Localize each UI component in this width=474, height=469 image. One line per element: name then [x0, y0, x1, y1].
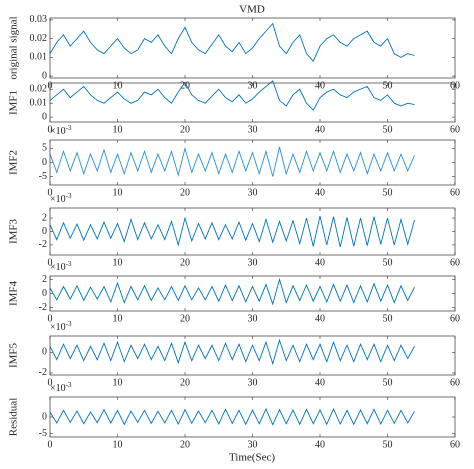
y-tick-label: 0	[42, 347, 47, 358]
y-axis-label: IMF1	[8, 90, 20, 115]
axis-multiplier: ×10-3	[50, 124, 72, 138]
y-tick-label: 2	[42, 274, 47, 285]
x-tick-label: 20	[180, 187, 190, 198]
y-tick-label: 0	[42, 411, 47, 422]
x-tick-label: 50	[383, 187, 393, 198]
multiplier-base: ×10	[50, 126, 66, 137]
y-tick-label: 0.03	[30, 14, 48, 25]
x-tick-label: 10	[113, 257, 123, 268]
axis-multiplier: ×10-3	[50, 192, 72, 206]
signal-line	[49, 407, 415, 426]
y-tick-label: -2	[39, 239, 47, 250]
x-tick-label: 0	[48, 124, 53, 135]
x-tick-label: 40	[315, 257, 325, 268]
x-tick-label: 0	[48, 313, 53, 324]
y-axis-label: IMF2	[8, 150, 20, 175]
x-tick-label: 40	[315, 377, 325, 388]
x-tick-label: 10	[113, 187, 123, 198]
y-tick-label: 0.02	[30, 84, 48, 95]
multiplier-base: ×10	[50, 194, 66, 205]
x-tick-label: 30	[248, 124, 258, 135]
y-axis-label: IMF3	[8, 218, 20, 244]
x-tick-label: 10	[113, 439, 123, 450]
x-tick-label: 20	[180, 377, 190, 388]
x-tick-label: 20	[180, 257, 190, 268]
x-tick-label: 30	[248, 187, 258, 198]
x-tick-label: 50	[383, 377, 393, 388]
x-tick-label: 0	[48, 257, 53, 268]
y-axis-label: IMF4	[8, 280, 20, 306]
multiplier-power: -3	[66, 260, 72, 268]
x-tick-label: 10	[113, 377, 123, 388]
y-tick-label: -2	[39, 367, 47, 378]
x-tick-label: 40	[315, 187, 325, 198]
x-tick-label: 20	[180, 439, 190, 450]
multiplier-power: -3	[66, 124, 72, 132]
x-tick-label: 40	[315, 124, 325, 135]
x-tick-label: 50	[383, 257, 393, 268]
signal-line	[49, 215, 415, 248]
y-axis-label: Residual	[8, 398, 20, 437]
x-tick-label: 60	[450, 124, 460, 135]
x-tick-label: 20	[180, 313, 190, 324]
y-tick-label: 0	[42, 111, 47, 122]
x-tick-label: 60	[450, 187, 460, 198]
y-tick-label: 0.02	[30, 33, 48, 44]
x-tick-label: 30	[248, 313, 258, 324]
x-tick-label: 60	[450, 257, 460, 268]
y-tick-label: 0.01	[30, 97, 48, 108]
x-tick-label: 50	[383, 313, 393, 324]
x-tick-label: 60	[450, 377, 460, 388]
axis-multiplier: ×10-3	[50, 381, 72, 395]
x-tick-label: 0	[48, 439, 53, 450]
y-tick-label: 0	[42, 226, 47, 237]
signal-line	[49, 22, 415, 62]
y-axis-label: original signal	[8, 16, 20, 79]
multiplier-power: -3	[66, 320, 72, 328]
signal-line	[49, 338, 415, 366]
x-tick-label: 50	[383, 124, 393, 135]
x-tick-label: 60	[450, 313, 460, 324]
axis-multiplier: ×10-3	[50, 320, 72, 334]
signal-line	[49, 277, 415, 306]
x-tick-label: 20	[180, 124, 190, 135]
y-tick-label: 0	[42, 70, 47, 81]
x-tick-label: 40	[315, 439, 325, 450]
y-tick-label: 2	[42, 212, 47, 223]
x-tick-label: 10	[113, 124, 123, 135]
x-tick-label: 30	[248, 377, 258, 388]
x-tick-label: 10	[113, 313, 123, 324]
y-axis-label: IMF5	[8, 342, 20, 368]
x-tick-label: 50	[383, 439, 393, 450]
x-tick-label: 0	[48, 377, 53, 388]
signal-line	[49, 80, 415, 111]
x-tick-label: 60	[450, 439, 460, 450]
multiplier-power: -3	[66, 192, 72, 200]
multiplier-base: ×10	[50, 262, 66, 273]
y-tick-label: -5	[39, 171, 47, 182]
axis-multiplier: ×10-3	[50, 260, 72, 274]
multiplier-base: ×10	[50, 383, 66, 394]
y-tick-label: -5	[39, 428, 47, 439]
y-tick-label: 5	[42, 143, 47, 154]
y-tick-label: 0	[42, 288, 47, 299]
y-tick-label: 0	[42, 157, 47, 168]
x-tick-label: 30	[248, 257, 258, 268]
signal-line	[49, 146, 415, 177]
y-tick-label: 0.01	[30, 52, 48, 63]
multiplier-base: ×10	[50, 322, 66, 333]
y-tick-label: -2	[39, 302, 47, 313]
x-tick-label: 30	[248, 439, 258, 450]
x-axis-label: Time(Sec)	[229, 452, 275, 464]
x-tick-label: 0	[48, 187, 53, 198]
multiplier-power: -3	[66, 381, 72, 389]
figure-title: VMD	[239, 4, 265, 16]
x-tick-label: 40	[315, 313, 325, 324]
